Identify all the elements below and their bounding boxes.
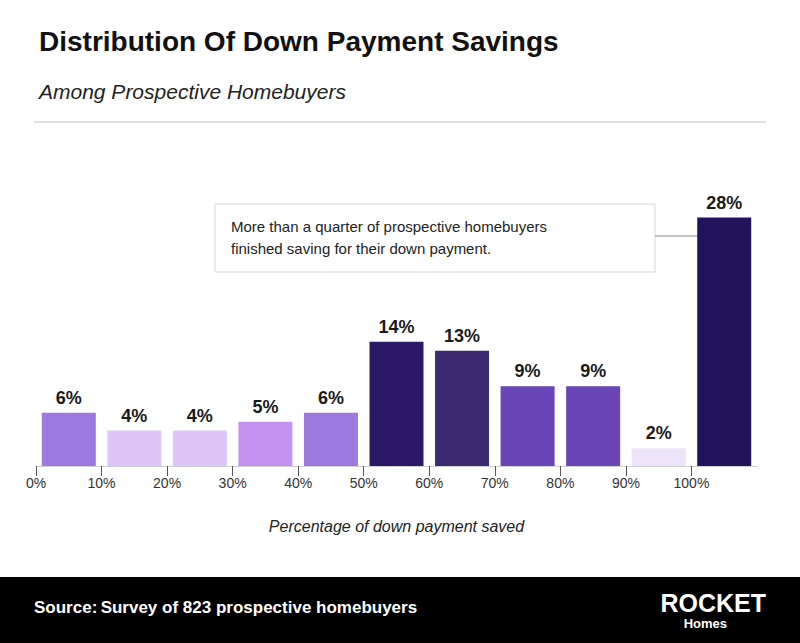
svg-text:30%: 30% [219,475,247,491]
svg-text:4%: 4% [121,406,147,426]
svg-text:More than a quarter of prospec: More than a quarter of prospective homeb… [231,218,547,235]
svg-text:Among Prospective Homebuyers: Among Prospective Homebuyers [37,80,346,103]
svg-text:6%: 6% [318,388,344,408]
svg-text:70%: 70% [481,475,509,491]
svg-text:Source:: Source: [34,598,97,617]
svg-text:100%: 100% [674,475,710,491]
svg-text:28%: 28% [706,193,742,213]
svg-text:5%: 5% [252,397,278,417]
svg-text:4%: 4% [187,406,213,426]
svg-text:9%: 9% [515,361,541,381]
svg-text:90%: 90% [612,475,640,491]
svg-text:6%: 6% [56,388,82,408]
svg-text:finished saving for their down: finished saving for their down payment. [231,240,491,257]
svg-text:50%: 50% [350,475,378,491]
svg-text:ROCKET: ROCKET [660,589,766,617]
svg-text:40%: 40% [284,475,312,491]
svg-text:80%: 80% [546,475,574,491]
svg-text:2%: 2% [646,423,672,443]
svg-text:13%: 13% [444,326,480,346]
svg-text:60%: 60% [415,475,443,491]
svg-text:0%: 0% [26,475,46,491]
svg-text:Homes: Homes [684,616,727,631]
svg-text:Percentage of down payment sav: Percentage of down payment saved [269,518,525,535]
svg-text:Survey of 823 prospective home: Survey of 823 prospective homebuyers [101,598,418,617]
svg-text:10%: 10% [88,475,116,491]
svg-text:14%: 14% [378,317,414,337]
svg-text:20%: 20% [153,475,181,491]
svg-text:Distribution Of Down Payment S: Distribution Of Down Payment Savings [39,26,559,57]
svg-text:9%: 9% [580,361,606,381]
